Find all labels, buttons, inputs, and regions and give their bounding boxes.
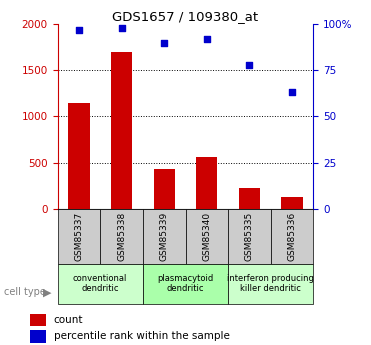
- Bar: [100, 209, 143, 264]
- Bar: [282, 197, 303, 209]
- Bar: [143, 209, 186, 264]
- Text: percentile rank within the sample: percentile rank within the sample: [54, 332, 230, 341]
- Point: [289, 90, 295, 95]
- Text: GSM85337: GSM85337: [74, 212, 83, 261]
- Text: ▶: ▶: [43, 288, 51, 297]
- Bar: [111, 52, 132, 209]
- Bar: [228, 209, 271, 264]
- Text: GSM85336: GSM85336: [288, 212, 297, 261]
- Point: [247, 62, 253, 68]
- Text: count: count: [54, 315, 83, 325]
- Bar: [68, 102, 89, 209]
- Bar: [58, 209, 100, 264]
- Bar: [196, 157, 217, 209]
- Point: [76, 27, 82, 32]
- Text: plasmacytoid
dendritic: plasmacytoid dendritic: [157, 274, 214, 294]
- Bar: [186, 209, 228, 264]
- Bar: [58, 264, 143, 304]
- Text: interferon producing
killer dendritic: interferon producing killer dendritic: [227, 274, 314, 294]
- Bar: [239, 188, 260, 209]
- Text: GSM85338: GSM85338: [117, 212, 126, 261]
- Bar: [154, 169, 175, 209]
- Bar: [271, 209, 313, 264]
- Text: cell type: cell type: [4, 287, 46, 296]
- Text: GSM85335: GSM85335: [245, 212, 254, 261]
- Text: GSM85340: GSM85340: [202, 212, 211, 261]
- Text: GSM85339: GSM85339: [160, 212, 169, 261]
- Bar: [228, 264, 313, 304]
- Point: [204, 36, 210, 42]
- Title: GDS1657 / 109380_at: GDS1657 / 109380_at: [112, 10, 259, 23]
- Bar: [143, 264, 228, 304]
- Point: [161, 40, 167, 45]
- Point: [119, 25, 125, 31]
- Text: conventional
dendritic: conventional dendritic: [73, 274, 127, 294]
